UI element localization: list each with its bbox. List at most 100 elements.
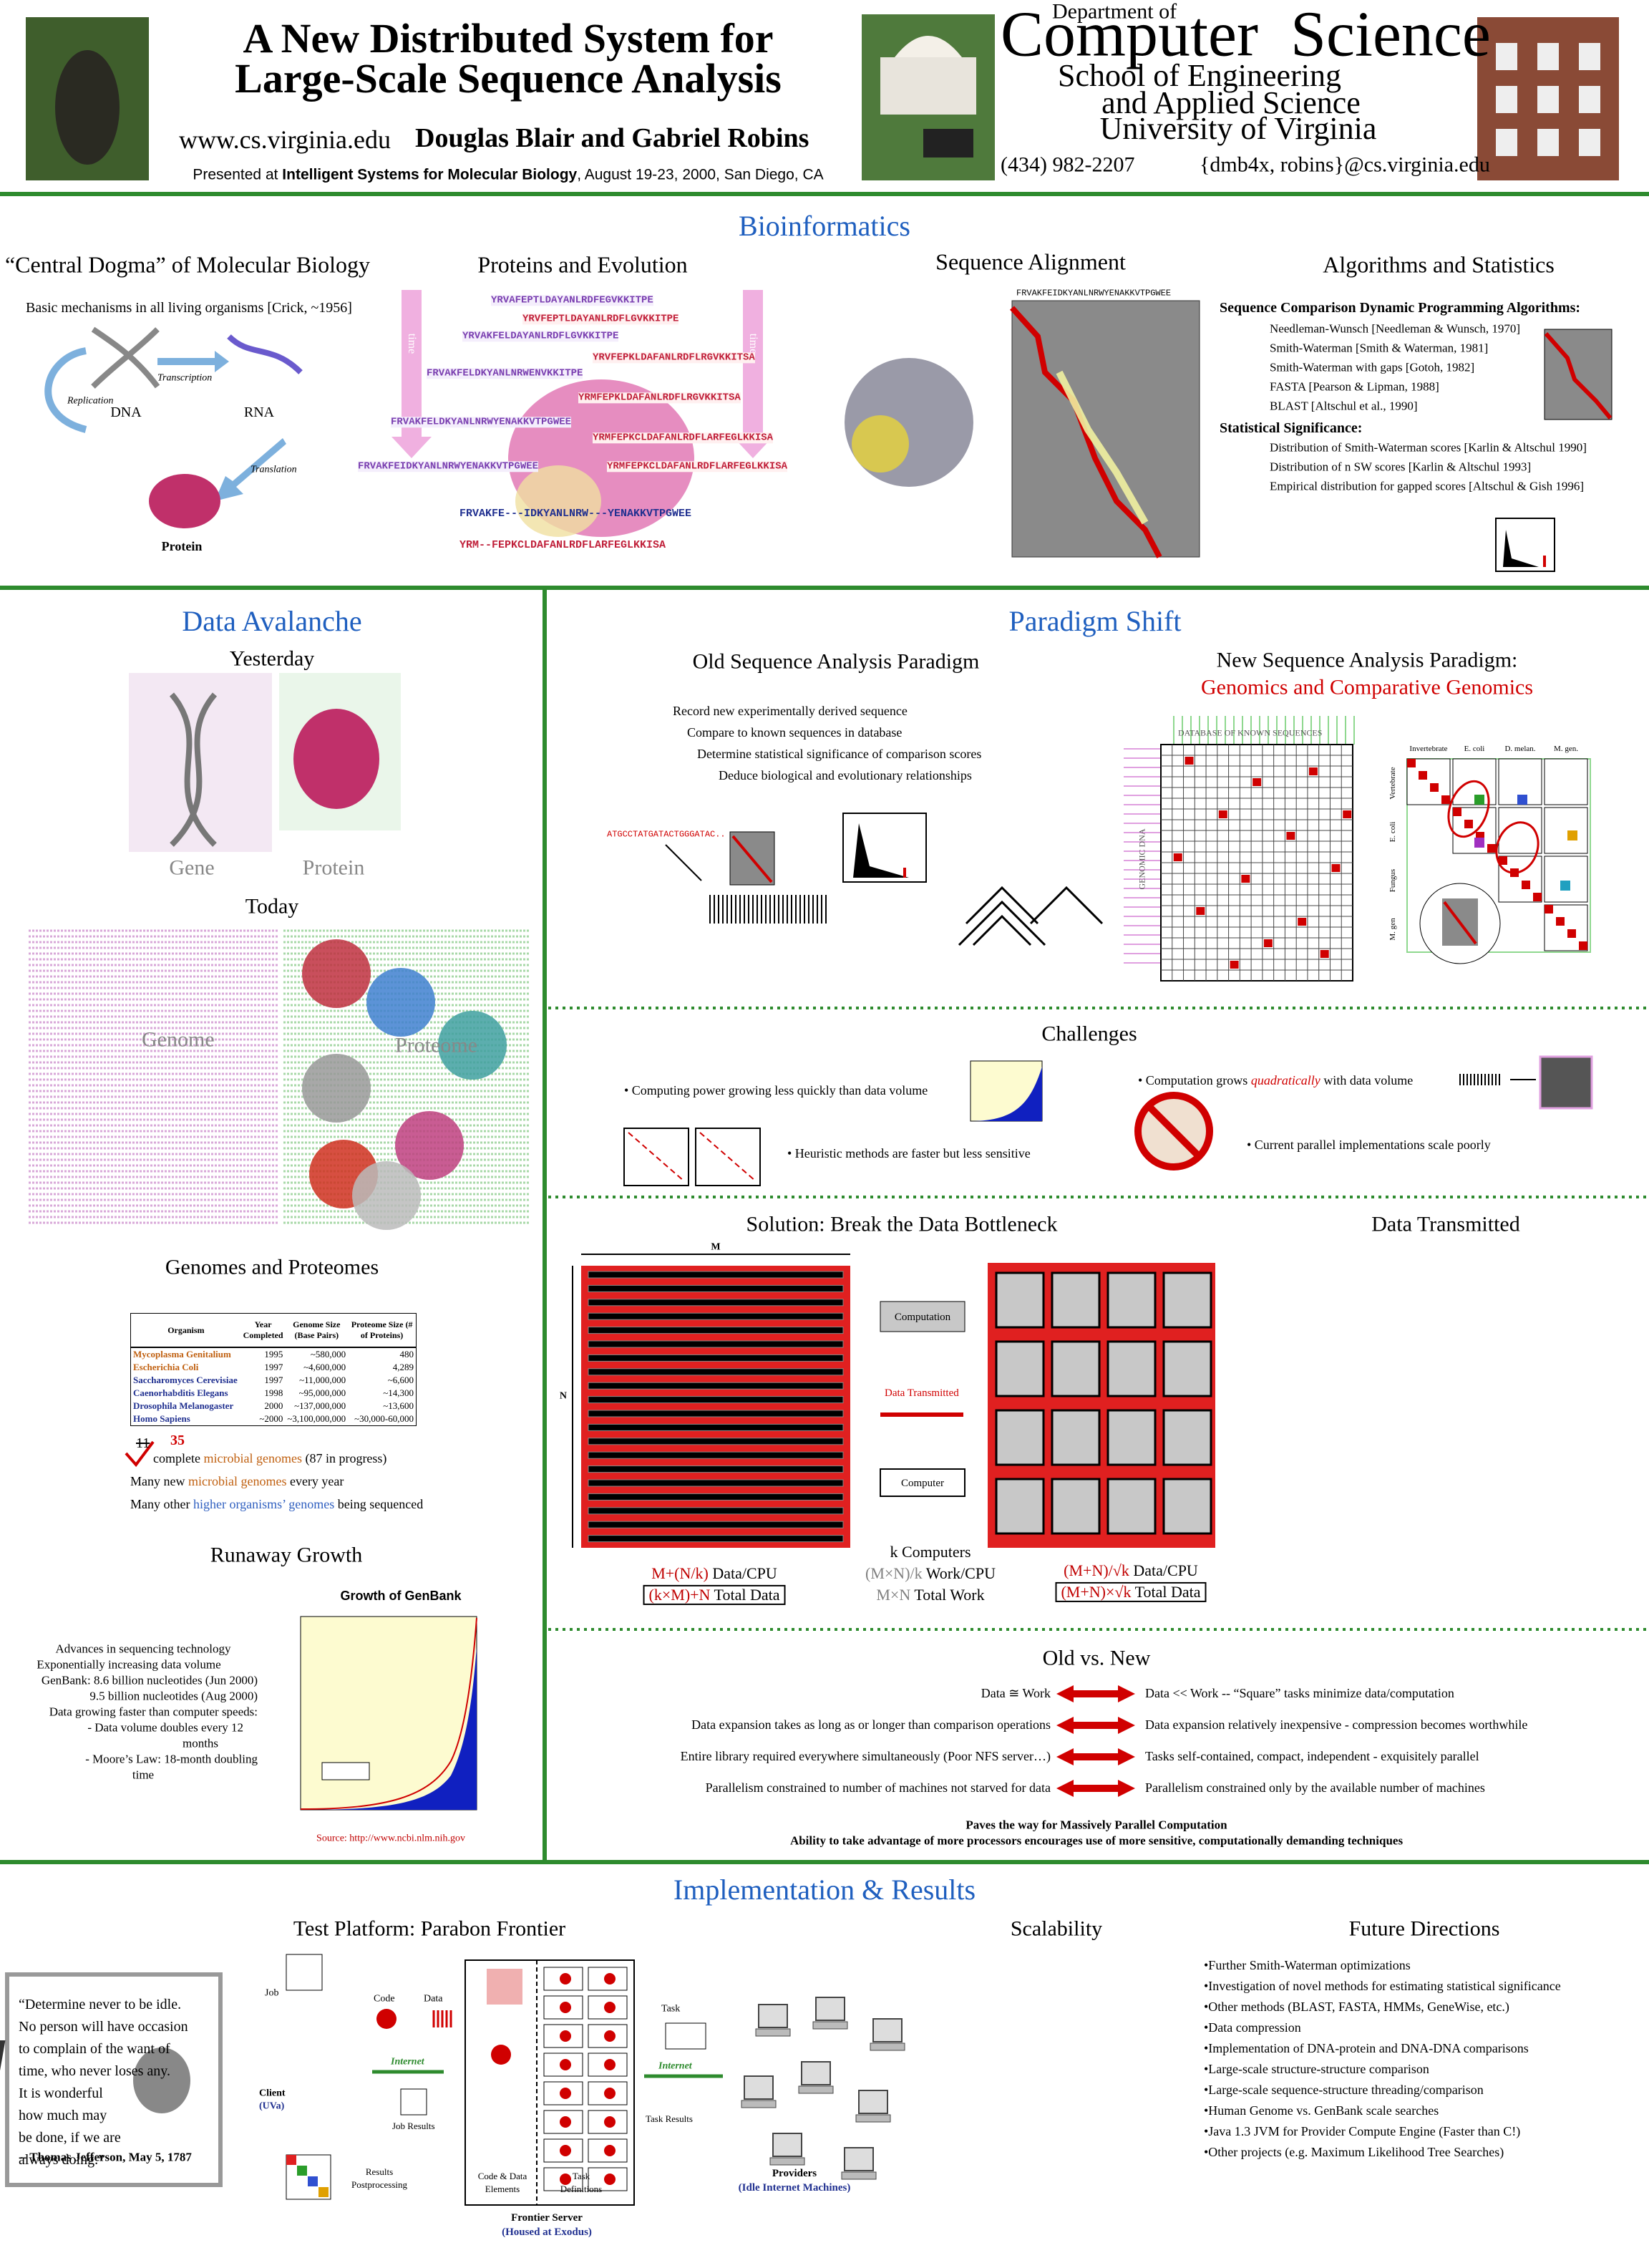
future-item: •Large-scale sequence-structure threadin… xyxy=(1204,2083,1484,2098)
subheading: Old Sequence Analysis Paradigm xyxy=(692,649,980,674)
subheading: Genomics and Comparative Genomics xyxy=(1200,675,1534,699)
hit-cell xyxy=(1241,875,1250,883)
text-part: Many other xyxy=(130,1497,193,1512)
school: and Applied Science xyxy=(1101,84,1361,120)
histogram-tail xyxy=(1543,556,1546,567)
diagram-label: Job Results xyxy=(392,2120,435,2131)
zoom-path xyxy=(1443,901,1477,945)
text-part: Data/CPU xyxy=(708,1564,777,1582)
department-of: Department of xyxy=(1052,0,1177,24)
subheading: New Sequence Analysis Paradigm: xyxy=(1216,648,1518,672)
parallel-cell xyxy=(1162,1478,1212,1535)
matrix-label: D. melan. xyxy=(1504,744,1536,753)
quote-line: how much may xyxy=(19,2108,107,2123)
table-cell: 1997 xyxy=(264,1362,283,1372)
bullet: • Current parallel implementations scale… xyxy=(1247,1138,1491,1153)
text-part: with data volume xyxy=(1320,1073,1414,1088)
diagram-label: Providers xyxy=(772,2167,817,2179)
task-gear xyxy=(560,2088,571,2099)
note: Many other higher organisms’ genomes bei… xyxy=(130,1497,423,1512)
title: A New Distributed System for xyxy=(243,15,774,62)
arrow xyxy=(157,351,229,372)
matrix-label: Vertebrate xyxy=(1388,767,1397,800)
sequence: FRVAKFEIDKYANLNRWYENAKKVTPGWEE xyxy=(358,460,539,472)
protein-blob xyxy=(149,474,220,528)
serial-row xyxy=(588,1340,844,1348)
compare-path xyxy=(731,835,773,883)
legend-label: Data Transmitted xyxy=(885,1387,959,1399)
parallel-cell xyxy=(1106,1478,1157,1535)
future-item: •Investigation of novel methods for esti… xyxy=(1204,1979,1561,1994)
task-box xyxy=(588,2081,628,2105)
diagram-label: (UVa) xyxy=(259,2100,285,2112)
future-item: •Further Smith-Waterman optimizations xyxy=(1204,1958,1411,1973)
text-part: (M+N)×√k xyxy=(1061,1582,1132,1601)
list-item: FASTA [Pearson & Lipman, 1988] xyxy=(1270,379,1439,394)
new-item: Tasks self-contained, compact, independe… xyxy=(1145,1749,1479,1764)
grid-label: GENOMIC DNA xyxy=(1137,828,1147,890)
serial-row xyxy=(588,1312,844,1320)
quote-line: It is wonderful xyxy=(19,2085,103,2101)
caption: M×N Total Work xyxy=(876,1586,984,1604)
diagram-label: Data xyxy=(424,1993,443,2005)
list-item: time xyxy=(132,1768,155,1782)
provider-monitor xyxy=(872,2018,903,2042)
sequence-alignment: YRM--FEPKCLDAFANLRDFLARFEGLKKISA xyxy=(459,538,666,551)
diagonal-cell xyxy=(1567,929,1576,938)
diagonal-cell xyxy=(1545,905,1553,914)
sequence: YRVFEPKLDAFANLRDFLRGVKKITSA xyxy=(593,352,755,364)
photo-window xyxy=(1537,86,1559,113)
protein-structure xyxy=(395,1111,464,1180)
chart-title: Growth of GenBank xyxy=(340,1589,462,1604)
serial-row xyxy=(588,1465,844,1473)
table-row: Caenorhabditis Elegans 1998 ~95,000,000 ~14… xyxy=(131,1387,417,1400)
diagram-label: Task Results xyxy=(646,2113,693,2124)
list-item: Smith-Waterman [Smith & Waterman, 1981] xyxy=(1270,341,1489,355)
serial-row xyxy=(588,1327,844,1334)
table-cell: 1997 xyxy=(264,1375,283,1385)
subheading: Algorithms and Statistics xyxy=(1323,251,1555,278)
double-arrow xyxy=(1056,1748,1135,1765)
text-part: Total Work xyxy=(910,1585,985,1604)
quote-line: to complain of the want of xyxy=(19,2041,170,2057)
protein-structure xyxy=(366,968,435,1037)
results-cell xyxy=(318,2187,329,2197)
photo-window xyxy=(1579,86,1600,113)
photo-window xyxy=(1496,129,1517,156)
serial-row xyxy=(588,1535,844,1543)
matrix-label: E. coli xyxy=(1464,744,1485,753)
provider-monitor xyxy=(844,2147,874,2171)
sequence: YRVFEPTLDAYANLRDFLGVKKITPE xyxy=(522,313,679,325)
provider-monitor xyxy=(772,2133,802,2157)
sequence-alignment: FRVAKFE---IDKYANLNRW---YENAKKVTPGWEE xyxy=(459,507,692,520)
serial-row xyxy=(588,1299,844,1307)
job-results-chart xyxy=(400,2088,427,2116)
color-cell xyxy=(1560,881,1570,891)
time-arrow xyxy=(733,290,773,458)
text-part: M×N xyxy=(876,1585,911,1604)
task-gear xyxy=(604,2088,616,2099)
diagonal-cell xyxy=(1453,808,1461,816)
serial-row xyxy=(588,1521,844,1528)
dimension-label: N xyxy=(559,1390,567,1402)
subheading: Yesterday xyxy=(229,646,315,671)
check-mark xyxy=(125,1440,155,1468)
job-grid xyxy=(286,1954,323,1991)
text-part: k Computers xyxy=(890,1542,971,1561)
parallel-cell xyxy=(995,1271,1045,1329)
diagonal-cell xyxy=(1419,771,1427,780)
divider xyxy=(543,590,547,1861)
future-item: •Data compression xyxy=(1204,2020,1301,2035)
diagonal-cell xyxy=(1522,881,1530,889)
list-item: - Moore’s Law: 18-month doubling xyxy=(85,1752,258,1766)
future-item: •Large-scale structure-structure compari… xyxy=(1204,2062,1429,2077)
provider-monitor xyxy=(815,1997,845,2021)
photo-window xyxy=(1496,86,1517,113)
section-heading: Data Avalanche xyxy=(182,605,362,637)
table-cell: ~2000 xyxy=(259,1413,283,1424)
department: Computer Science xyxy=(1001,0,1491,70)
task-gear xyxy=(604,2116,616,2128)
double-arrow xyxy=(1056,1685,1135,1702)
table-header-cell: Genome Size (Base Pairs) xyxy=(285,1313,349,1348)
